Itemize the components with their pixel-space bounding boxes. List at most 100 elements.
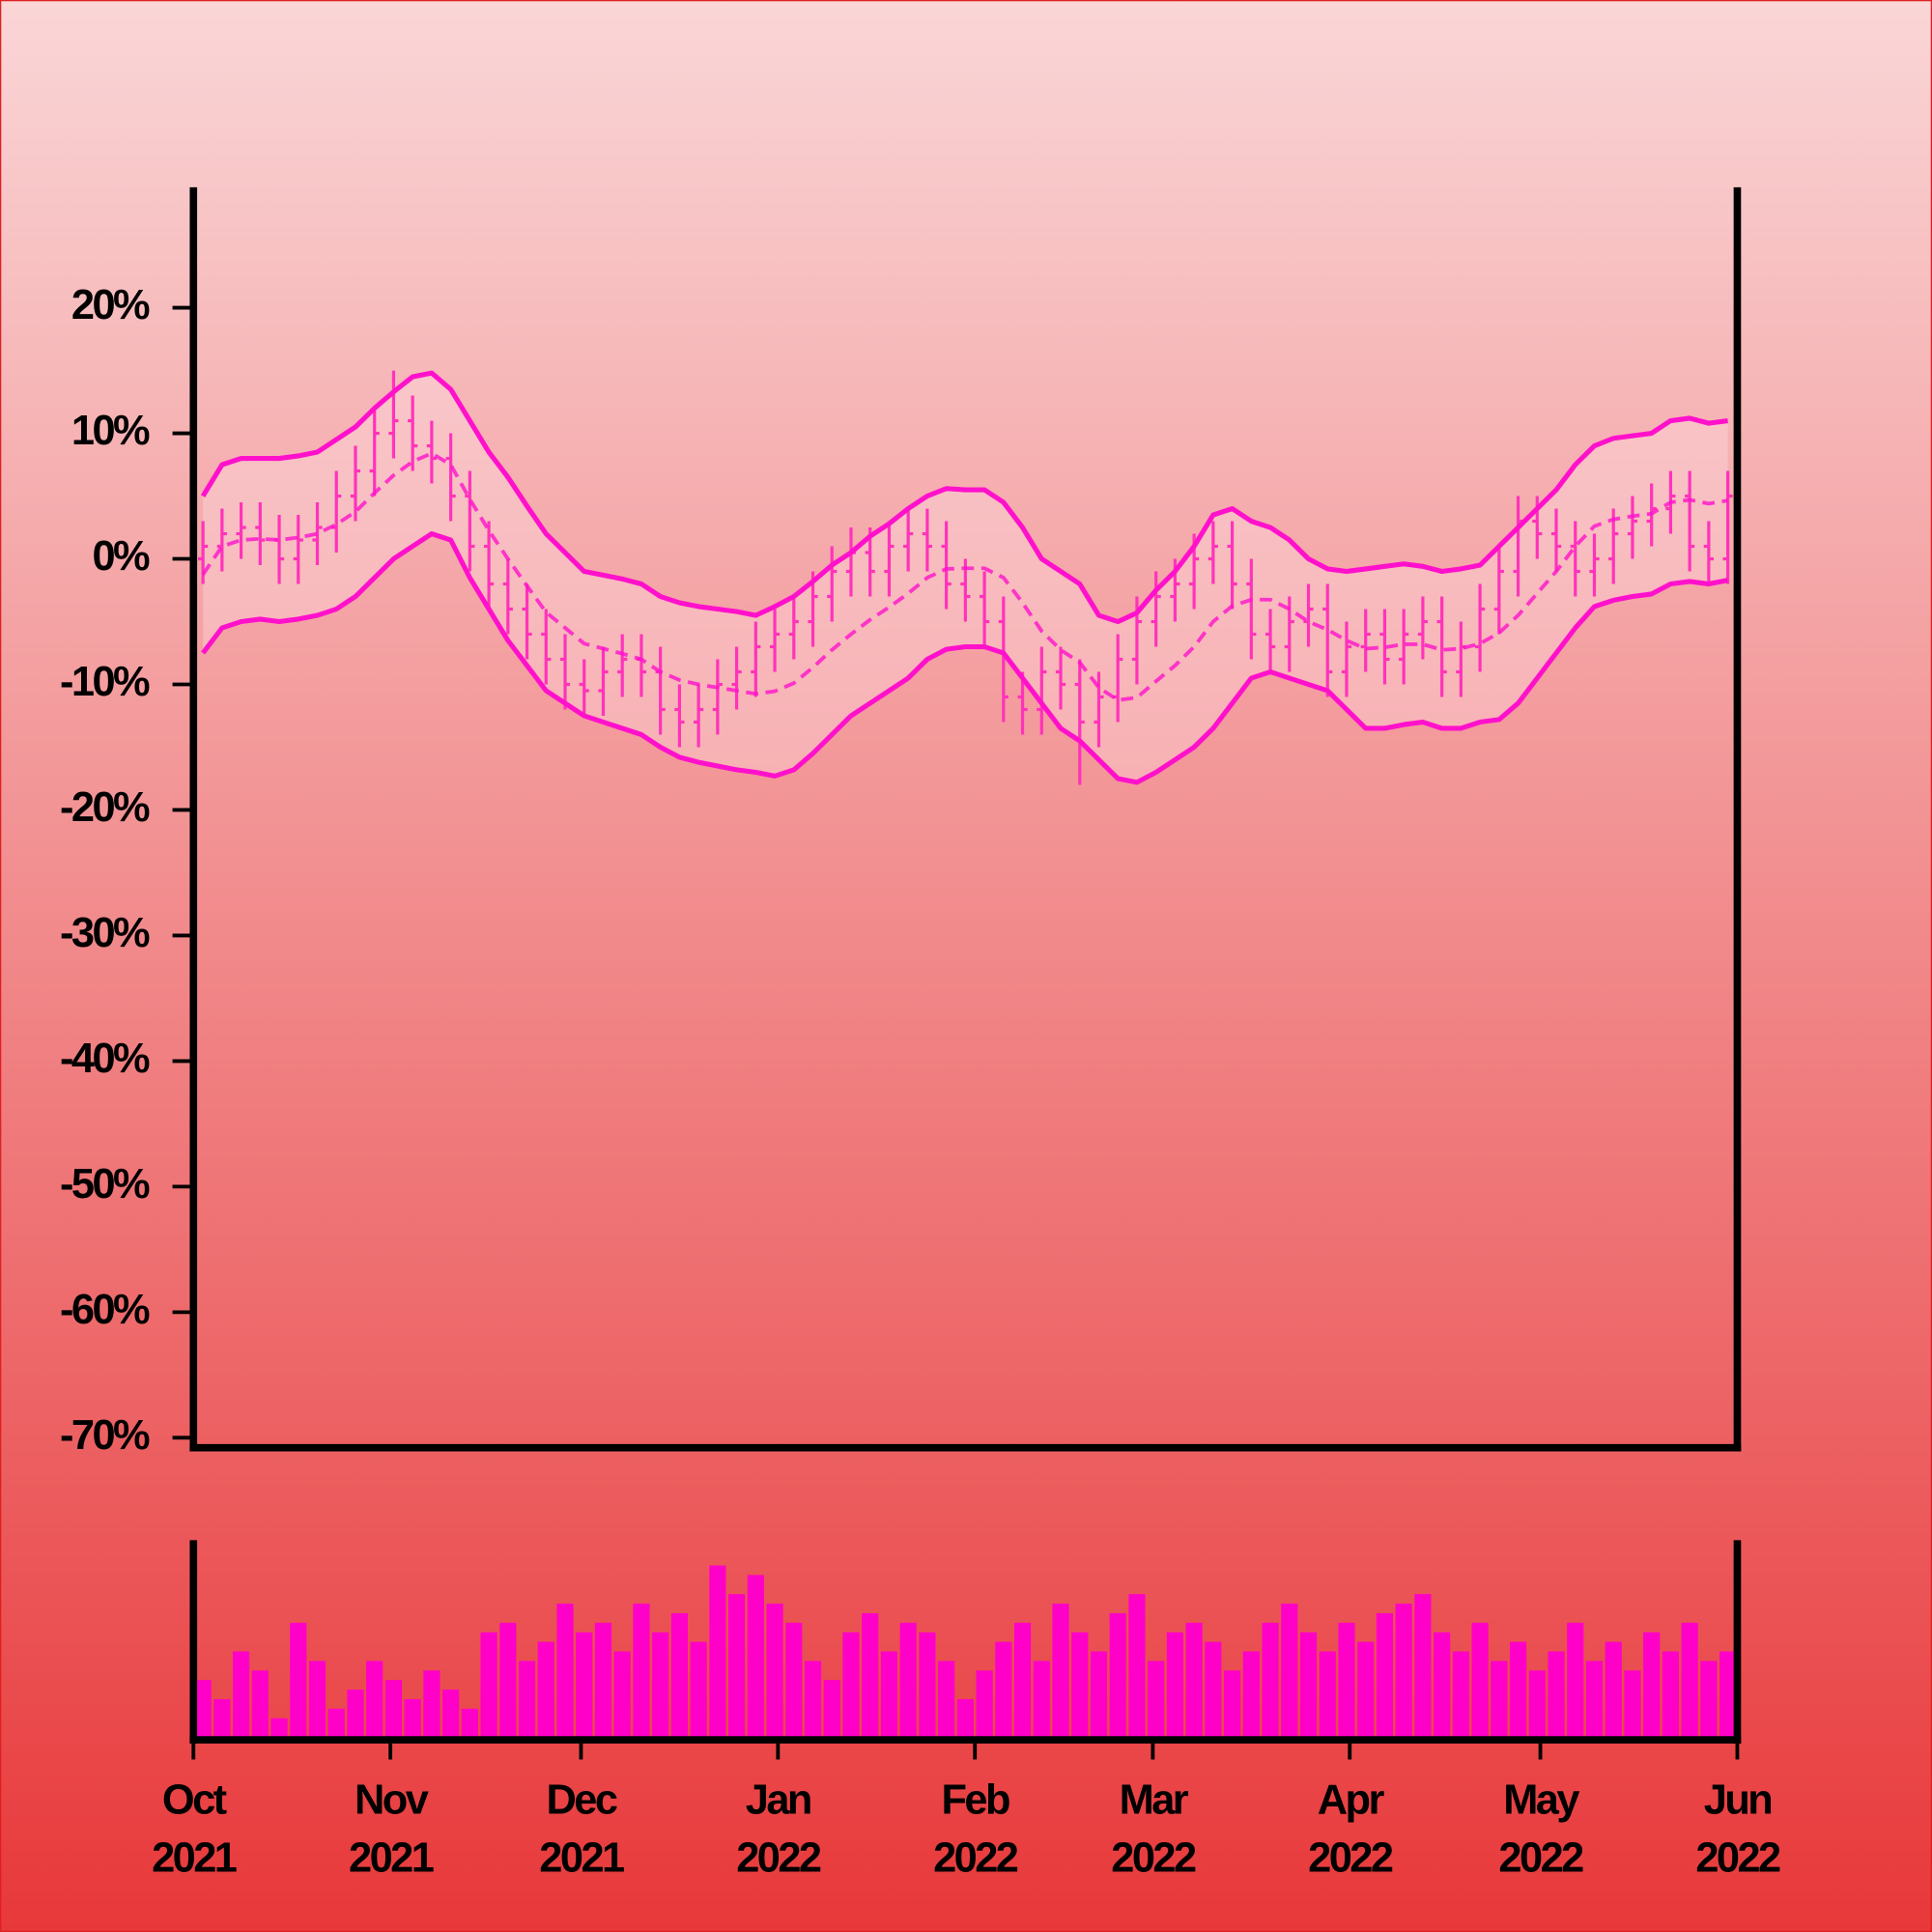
x-tick-label: 2022: [1308, 1834, 1393, 1881]
band-lower: [201, 530, 1729, 785]
x-tick-label: 2021: [539, 1834, 624, 1881]
volume-bar: [804, 1661, 822, 1738]
volume-bar: [670, 1612, 688, 1738]
volume-bar: [747, 1575, 764, 1738]
volume-bar: [1414, 1594, 1432, 1738]
volume-bar: [1338, 1622, 1355, 1738]
volume-bar: [1242, 1651, 1260, 1738]
volume-bar: [1033, 1661, 1050, 1738]
x-tick-label: Mar: [1120, 1777, 1189, 1824]
volume-bar: [1662, 1651, 1680, 1738]
volume-bar: [232, 1651, 250, 1738]
x-tick-label: Feb: [942, 1777, 1009, 1824]
volume-bar: [327, 1708, 345, 1738]
volume-bar: [251, 1670, 269, 1738]
y-tick-label: -20%: [60, 784, 150, 831]
volume-bar: [347, 1690, 364, 1738]
volume-bar: [1509, 1641, 1527, 1738]
volume-bar: [442, 1690, 460, 1738]
volume-bar: [633, 1604, 650, 1738]
volume-bar: [976, 1670, 993, 1738]
volume-bar: [938, 1661, 955, 1738]
y-tick-label: -30%: [60, 910, 150, 956]
x-tick-label: 2022: [1111, 1834, 1196, 1881]
volume-bar: [709, 1565, 726, 1738]
volume-bar: [862, 1612, 879, 1738]
volume-bar: [1700, 1661, 1718, 1738]
volume-bar: [480, 1632, 497, 1738]
x-tick-label: May: [1503, 1777, 1579, 1824]
x-tick-label: Jan: [746, 1777, 810, 1824]
volume-bar: [1185, 1622, 1203, 1738]
volume-bar: [842, 1632, 860, 1738]
x-tick-label: Dec: [547, 1777, 617, 1824]
volume-bar: [956, 1698, 974, 1738]
volume-bar: [404, 1698, 421, 1738]
y-tick-label: -70%: [60, 1412, 150, 1459]
plot-layer: 20% 10% 0% -10% -20% -30% -40% -50% -60% -70% Oct 2…: [60, 186, 1783, 1881]
volume-bar: [594, 1622, 612, 1738]
volume-bar: [919, 1632, 936, 1738]
volume-bar: [518, 1661, 536, 1738]
x-tick-label: 2021: [152, 1834, 237, 1881]
x-tick-label: Apr: [1318, 1777, 1385, 1824]
y-tick-label: 10%: [71, 408, 150, 454]
volume-bar: [823, 1680, 840, 1738]
volume-bar: [556, 1604, 574, 1738]
volume-bar: [1166, 1632, 1183, 1738]
volume-bar: [652, 1632, 669, 1738]
x-tick-label: 2022: [933, 1834, 1018, 1881]
volume-bar: [613, 1651, 631, 1738]
volume-bar: [1357, 1641, 1375, 1738]
volume-bar: [727, 1594, 746, 1738]
volume-bar: [461, 1708, 478, 1738]
volume-bar: [1548, 1651, 1565, 1738]
volume-bar: [1395, 1604, 1412, 1738]
volume-bar: [1434, 1632, 1451, 1738]
x-tick-label: 2022: [736, 1834, 821, 1881]
volume-bar: [1071, 1632, 1089, 1738]
volume-bar: [1376, 1612, 1394, 1738]
volume-bar: [1090, 1651, 1108, 1738]
volume-bar: [690, 1641, 707, 1738]
volume-bar: [384, 1680, 403, 1738]
volume-bar: [1491, 1661, 1508, 1738]
volume-bar: [290, 1622, 307, 1738]
band-upper: [200, 370, 1728, 625]
volume-bar: [499, 1622, 517, 1738]
y-tick-label: 20%: [71, 282, 150, 328]
volume-bar: [766, 1604, 783, 1738]
volume-bar: [1128, 1594, 1146, 1738]
volume-bar: [366, 1661, 384, 1738]
volume-bar: [1585, 1661, 1604, 1738]
volume-bar: [1052, 1604, 1069, 1738]
volume-bar: [576, 1632, 593, 1738]
y-tick-label: -60%: [60, 1287, 150, 1333]
volume-bar: [537, 1641, 554, 1738]
volume-bar: [1681, 1622, 1698, 1738]
volume-bar: [785, 1622, 803, 1738]
volume-bar: [1471, 1622, 1489, 1738]
volume-bar: [995, 1641, 1012, 1738]
y-tick-label: -40%: [60, 1036, 150, 1082]
volume-bar: [1643, 1632, 1661, 1738]
volume-bar: [1319, 1651, 1336, 1738]
x-tick-label: Nov: [355, 1777, 429, 1824]
volume-bar: [880, 1651, 898, 1738]
x-tick-label: Jun: [1704, 1777, 1771, 1824]
y-tick-label: 0%: [92, 533, 150, 580]
x-tick-label: 2022: [1695, 1834, 1780, 1881]
x-tick-label: 2021: [349, 1834, 434, 1881]
y-tick-label: -50%: [60, 1161, 150, 1208]
volume-bar: [899, 1622, 917, 1738]
volume-bar: [1299, 1632, 1318, 1738]
volume-bar: [1281, 1604, 1298, 1738]
volume-bar: [1205, 1641, 1222, 1738]
volume-bar: [308, 1661, 327, 1738]
band-middle: [201, 451, 1728, 702]
volume-bar: [1148, 1661, 1165, 1738]
volume-bar: [1109, 1612, 1126, 1738]
